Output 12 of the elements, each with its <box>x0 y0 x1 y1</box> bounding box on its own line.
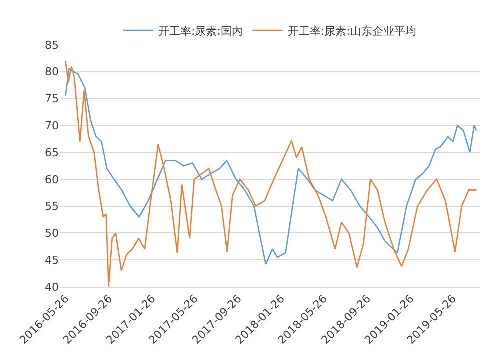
y-tick-label: 40 <box>45 280 59 294</box>
legend-label: 开工率:尿素:山东企业平均 <box>288 24 416 38</box>
y-tick-label: 55 <box>45 200 59 214</box>
legend-label: 开工率:尿素:国内 <box>158 24 243 38</box>
y-tick-label: 80 <box>45 66 59 79</box>
y-tick-label: 50 <box>45 227 59 240</box>
y-tick-label: 70 <box>45 120 59 133</box>
y-tick-label: 60 <box>45 173 59 186</box>
y-tick-label: 85 <box>45 38 59 52</box>
y-tick-label: 65 <box>45 146 59 160</box>
y-tick-label: 75 <box>45 92 59 106</box>
y-tick-label: 45 <box>45 254 59 267</box>
